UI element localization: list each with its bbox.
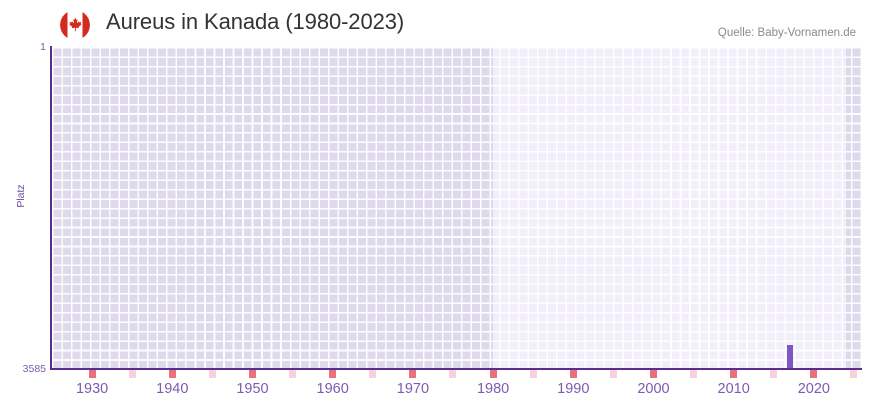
x-tick-major (409, 370, 417, 378)
x-tick-major (649, 370, 657, 378)
x-axis-tick-label: 1980 (476, 381, 510, 397)
x-tick-minor (529, 370, 537, 378)
x-tick-major (810, 370, 818, 378)
source-attribution: Quelle: Baby-Vornamen.de (717, 27, 856, 39)
highlight-range-band (493, 47, 846, 369)
x-tick-major (329, 370, 337, 378)
x-tick-minor (128, 370, 136, 378)
plot-area (52, 47, 862, 369)
x-axis-tick-label: 2010 (717, 381, 750, 397)
x-tick-minor (690, 370, 698, 378)
x-axis-tick-label: 2020 (797, 381, 831, 397)
x-tick-minor (369, 370, 377, 378)
x-axis-spine (50, 368, 862, 370)
x-tick-major (569, 370, 577, 378)
canada-flag-icon (60, 10, 90, 40)
x-tick-major (489, 370, 497, 378)
x-tick-minor (289, 370, 297, 378)
x-axis-tick-label: 1930 (75, 381, 109, 397)
page-title: Aureus in Kanada (1980-2023) (106, 9, 405, 34)
x-axis-tick-label: 1990 (557, 381, 590, 397)
x-axis-tick-label: 1940 (156, 381, 189, 397)
y-axis-tick-bottom: 3585 (22, 363, 46, 375)
x-axis-tick-label: 2000 (637, 381, 670, 397)
x-tick-minor (208, 370, 216, 378)
x-tick-major (730, 370, 738, 378)
x-tick-major (88, 370, 96, 378)
x-tick-minor (770, 370, 778, 378)
data-bar (786, 345, 793, 369)
x-tick-major (248, 370, 256, 378)
x-tick-minor (609, 370, 617, 378)
x-tick-major (168, 370, 176, 378)
x-axis-tick-label: 1950 (236, 381, 269, 397)
x-tick-minor (850, 370, 858, 378)
y-axis-tick-top: 1 (40, 41, 46, 53)
x-axis-tick-label: 1970 (396, 381, 430, 397)
y-axis-label: Platz (15, 184, 27, 208)
x-axis-tick-label: 1960 (316, 381, 349, 397)
x-tick-minor (449, 370, 457, 378)
chart-header: Aureus in Kanada (1980-2023) Quelle: Bab… (0, 0, 873, 47)
y-axis-spine (50, 46, 52, 370)
